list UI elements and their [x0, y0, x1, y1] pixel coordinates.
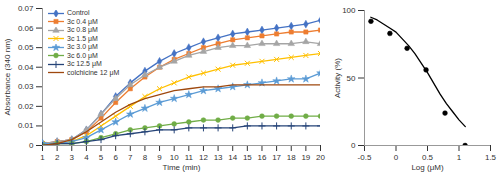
html-text:Control: Control	[67, 9, 90, 16]
svg-text:0.06: 0.06	[18, 24, 34, 33]
svg-text:0.07: 0.07	[18, 4, 34, 13]
svg-text:2: 2	[55, 153, 60, 162]
svg-text:10: 10	[170, 153, 179, 162]
svg-text:0.04: 0.04	[18, 63, 34, 72]
svg-text:12: 12	[199, 153, 208, 162]
svg-text:4: 4	[84, 153, 89, 162]
svg-text:100: 100	[342, 6, 356, 15]
svg-text:Activity (%): Activity (%)	[333, 58, 342, 98]
svg-text:1: 1	[457, 153, 462, 162]
svg-text:0: 0	[351, 141, 356, 150]
svg-text:17: 17	[272, 153, 281, 162]
svg-text:3: 3	[70, 153, 75, 162]
svg-text:15: 15	[243, 153, 252, 162]
html-text:3c 0.8 μM: 3c 0.8 μM	[67, 26, 98, 33]
svg-text:9: 9	[157, 153, 162, 162]
svg-text:16: 16	[258, 153, 267, 162]
svg-text:7: 7	[128, 153, 133, 162]
svg-text:20: 20	[316, 153, 325, 162]
svg-text:13: 13	[214, 153, 223, 162]
html-text:3c 1.5 μM: 3c 1.5 μM	[67, 34, 98, 42]
svg-text:Log (μM): Log (μM)	[411, 163, 444, 172]
svg-text:1.5: 1.5	[485, 153, 497, 162]
html-text:3c 3.0 μM: 3c 3.0 μM	[67, 43, 98, 50]
html-text:3c 6.0 μM: 3c 6.0 μM	[67, 51, 98, 59]
svg-text:0.03: 0.03	[18, 82, 34, 91]
svg-text:-0.5: -0.5	[358, 153, 372, 162]
svg-text:Absorbance (340 nm): Absorbance (340 nm)	[3, 38, 12, 115]
svg-text:0: 0	[29, 141, 34, 150]
svg-text:11: 11	[185, 153, 194, 162]
html-text:3c 0.4 μM: 3c 0.4 μM	[67, 17, 98, 25]
svg-text:18: 18	[287, 153, 296, 162]
svg-text:19: 19	[301, 153, 310, 162]
svg-text:0: 0	[394, 153, 399, 162]
svg-text:0.05: 0.05	[18, 43, 34, 52]
svg-text:Time (min): Time (min)	[163, 163, 201, 172]
html-text:3c 12.5 μM: 3c 12.5 μM	[67, 60, 102, 67]
svg-text:6: 6	[113, 153, 118, 162]
svg-text:0.01: 0.01	[18, 121, 34, 130]
svg-text:5: 5	[99, 153, 104, 162]
svg-text:0.5: 0.5	[422, 153, 434, 162]
svg-text:1: 1	[40, 153, 45, 162]
svg-text:0.02: 0.02	[18, 102, 34, 111]
html-text:colchicine 12 μM: colchicine 12 μM	[67, 68, 120, 76]
svg-text:8: 8	[143, 153, 148, 162]
svg-text:14: 14	[228, 153, 237, 162]
svg-text:50: 50	[347, 74, 356, 83]
